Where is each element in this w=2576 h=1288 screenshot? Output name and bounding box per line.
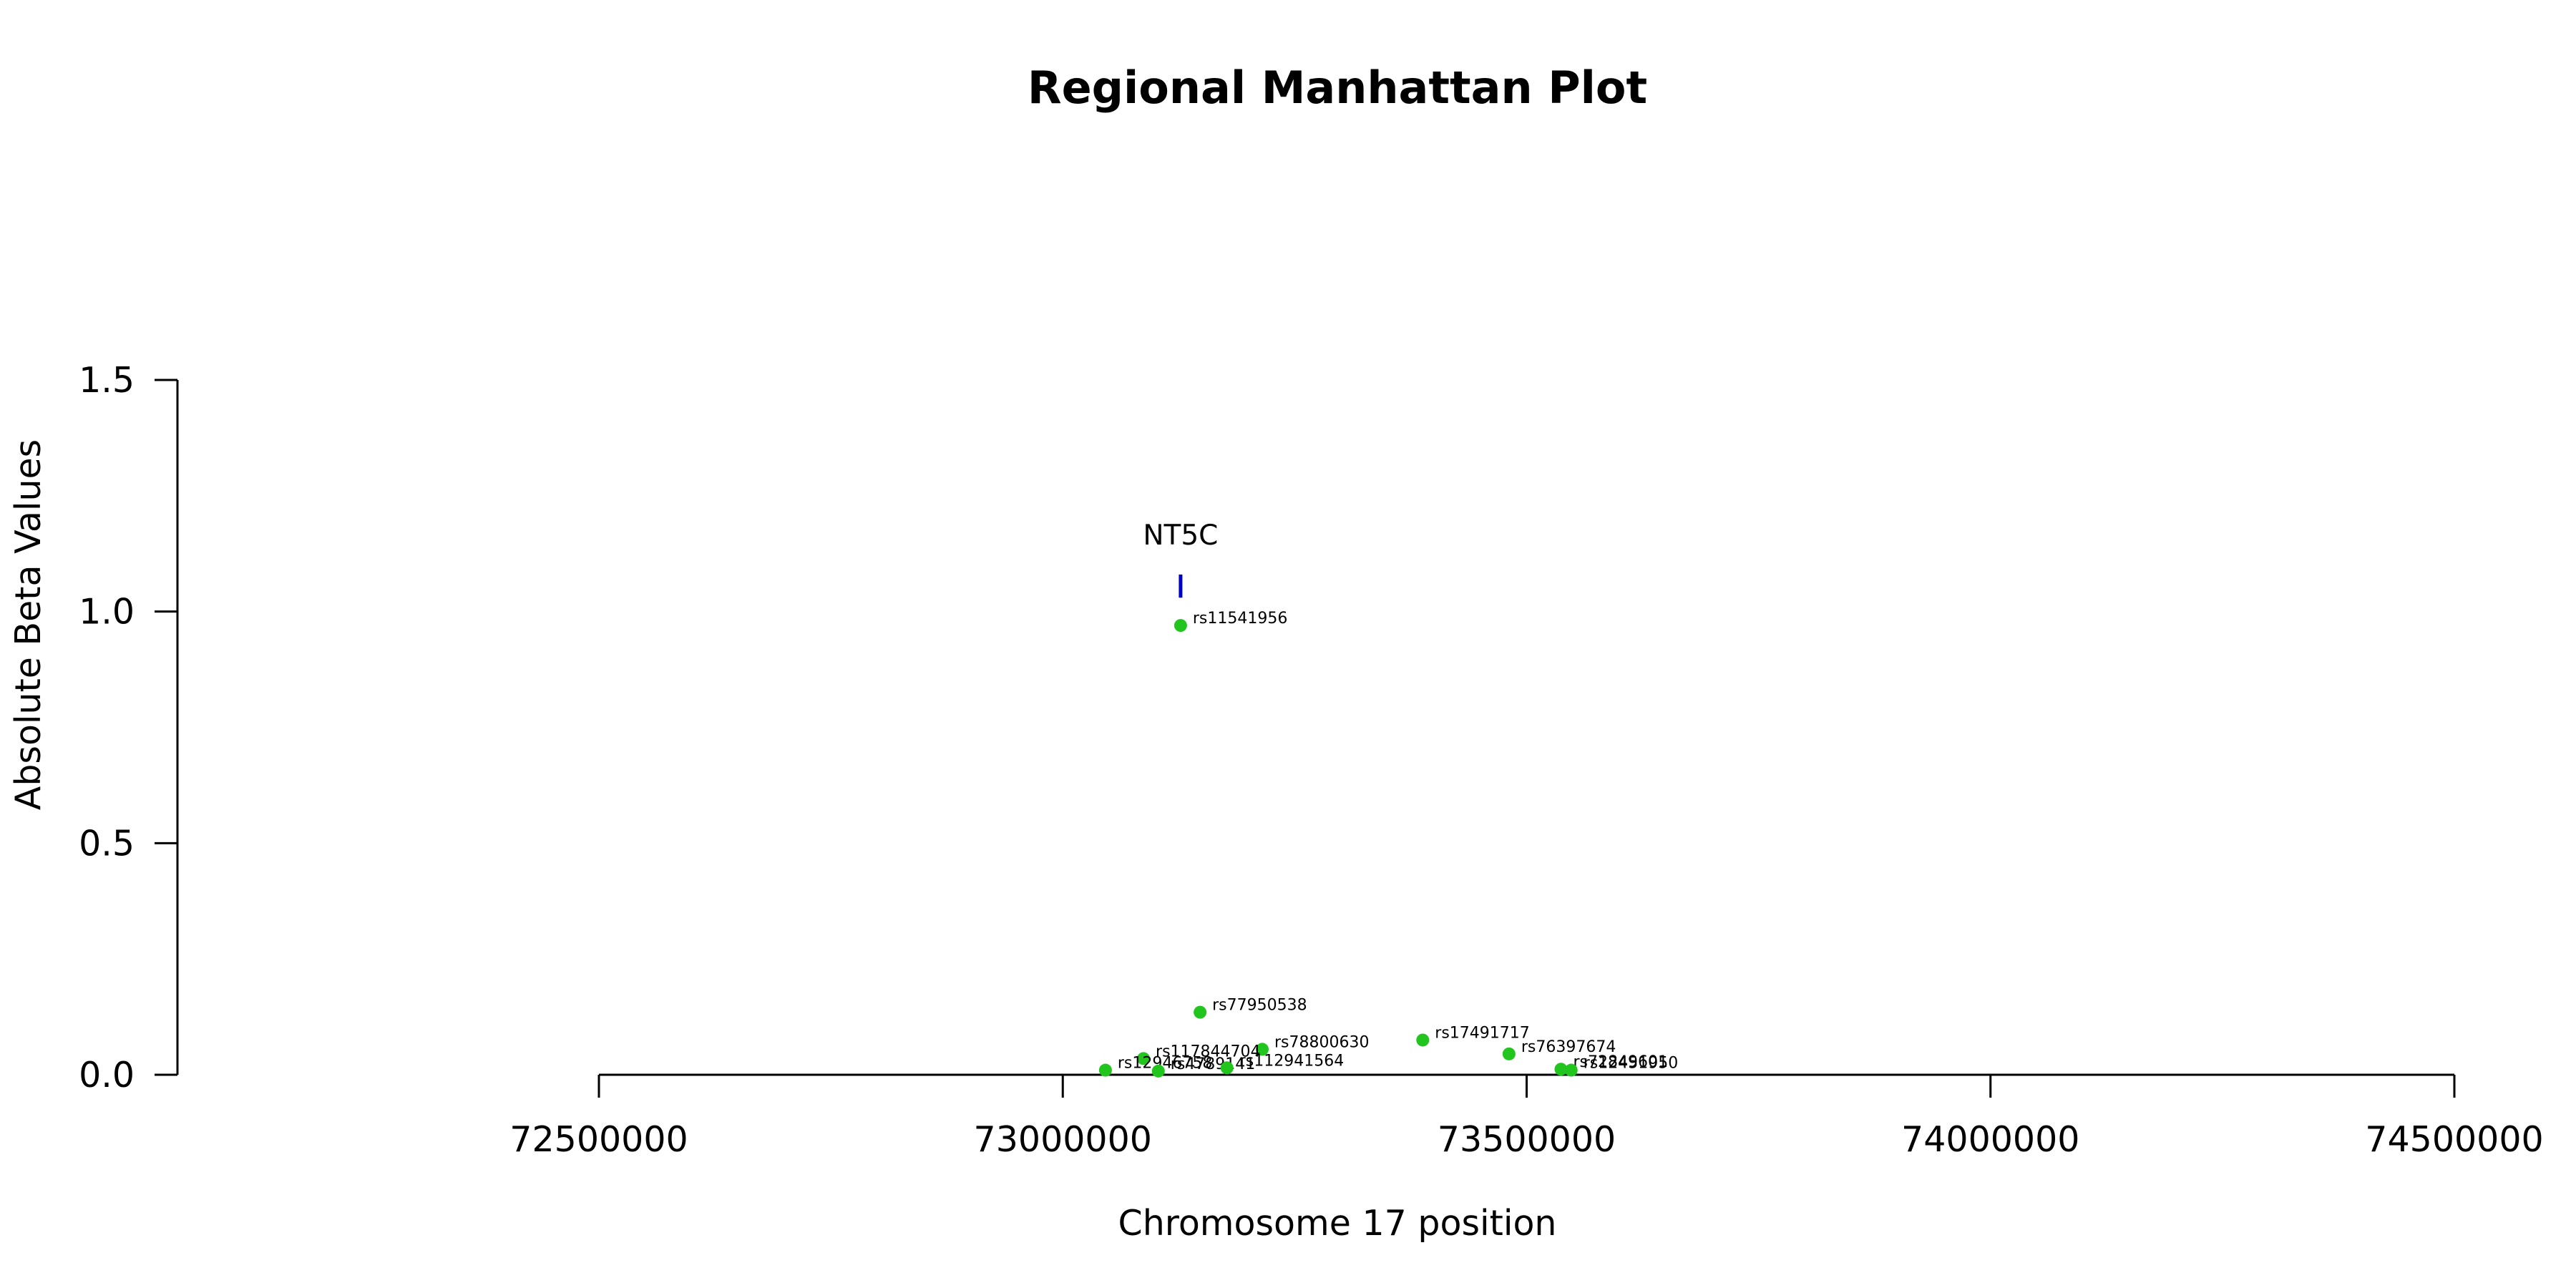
point-label: rs112941564	[1239, 1052, 1344, 1070]
x-tick-label: 73000000	[974, 1119, 1152, 1160]
data-point	[1174, 619, 1187, 633]
x-tick-label: 74000000	[1901, 1119, 2079, 1160]
point-label: rs12946758	[1118, 1055, 1212, 1073]
gene-label: NT5C	[1143, 519, 1218, 552]
data-point	[1502, 1047, 1516, 1060]
x-tick-label: 72500000	[509, 1119, 688, 1160]
data-point	[1137, 1052, 1151, 1065]
y-axis-label: Absolute Beta Values	[8, 439, 49, 810]
point-label: rs17491717	[1435, 1024, 1529, 1042]
x-axis-label: Chromosome 17 position	[1118, 1203, 1556, 1244]
data-points: rs11541956 rs77950538 rs78800630 rs17491717…	[1098, 610, 1678, 1078]
data-point	[1554, 1063, 1568, 1076]
data-point	[1564, 1063, 1578, 1077]
point-label: rs77950538	[1212, 997, 1307, 1015]
y-tick-label: 0.0	[79, 1055, 135, 1096]
chart-title: Regional Manhattan Plot	[1028, 62, 1647, 114]
data-point	[1151, 1064, 1165, 1078]
point-label: rs78800630	[1274, 1033, 1369, 1051]
point-label: rs12451950	[1584, 1055, 1678, 1073]
x-tick-label: 73500000	[1438, 1119, 1616, 1160]
data-point	[1194, 1005, 1207, 1019]
point-label: rs72849601	[1573, 1053, 1667, 1071]
y-tick-label: 0.5	[79, 823, 135, 864]
gene-markers: NT5C	[1143, 519, 1218, 598]
axes: 0.0 0.5 1.0 1.5 72500000 73000000 73500000 7400…	[79, 360, 2544, 1160]
point-label: rs11541956	[1193, 610, 1287, 628]
y-tick-label: 1.5	[79, 360, 135, 401]
y-tick-label: 1.0	[79, 592, 135, 633]
point-label: rs117844704	[1156, 1043, 1260, 1060]
point-label: rs76397674	[1521, 1038, 1616, 1056]
data-point	[1416, 1033, 1430, 1047]
x-tick-label: 74500000	[2365, 1119, 2543, 1160]
data-point	[1220, 1061, 1234, 1075]
data-point	[1098, 1063, 1112, 1077]
data-point	[1255, 1043, 1269, 1056]
point-label: rs4789141	[1171, 1055, 1256, 1073]
